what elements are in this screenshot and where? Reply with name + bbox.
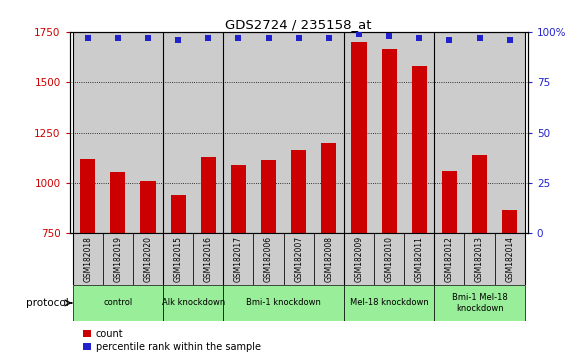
- Text: GSM182008: GSM182008: [324, 236, 334, 282]
- Point: [385, 33, 394, 39]
- Bar: [72, 285, 163, 321]
- Text: protocol: protocol: [26, 298, 68, 308]
- Text: GSM182011: GSM182011: [415, 236, 424, 282]
- Point: [505, 37, 514, 43]
- Bar: [253, 32, 284, 233]
- Bar: [382, 49, 397, 233]
- Bar: [72, 233, 103, 285]
- Bar: [291, 150, 306, 233]
- Text: GSM182019: GSM182019: [113, 236, 122, 282]
- Bar: [321, 143, 336, 233]
- Point: [415, 35, 424, 41]
- Bar: [314, 32, 344, 233]
- Bar: [434, 233, 465, 285]
- Text: GSM182013: GSM182013: [475, 236, 484, 282]
- Bar: [163, 285, 223, 321]
- Bar: [193, 32, 223, 233]
- Bar: [284, 233, 314, 285]
- Text: Mel-18 knockdown: Mel-18 knockdown: [350, 298, 429, 308]
- Bar: [374, 233, 404, 285]
- Point: [234, 35, 243, 41]
- Text: Alk knockdown: Alk knockdown: [162, 298, 225, 308]
- Bar: [434, 32, 465, 233]
- Bar: [171, 195, 186, 233]
- Bar: [502, 210, 517, 233]
- Bar: [495, 32, 525, 233]
- Bar: [231, 165, 246, 233]
- Bar: [80, 159, 95, 233]
- Text: GSM182016: GSM182016: [204, 236, 213, 282]
- Bar: [351, 42, 367, 233]
- Bar: [133, 233, 163, 285]
- Bar: [163, 32, 193, 233]
- Bar: [201, 157, 216, 233]
- Text: GSM182018: GSM182018: [83, 236, 92, 282]
- Bar: [163, 233, 193, 285]
- Point: [143, 35, 153, 41]
- Bar: [140, 181, 155, 233]
- Bar: [223, 285, 344, 321]
- Text: GSM182007: GSM182007: [294, 236, 303, 282]
- Bar: [472, 155, 487, 233]
- Text: GSM182012: GSM182012: [445, 236, 454, 282]
- Point: [324, 35, 334, 41]
- Point: [445, 37, 454, 43]
- Bar: [223, 233, 253, 285]
- Bar: [261, 160, 276, 233]
- Bar: [404, 233, 434, 285]
- Bar: [284, 32, 314, 233]
- Bar: [72, 32, 103, 233]
- Bar: [110, 172, 125, 233]
- Bar: [103, 32, 133, 233]
- Bar: [404, 32, 434, 233]
- Title: GDS2724 / 235158_at: GDS2724 / 235158_at: [226, 18, 372, 31]
- Bar: [223, 32, 253, 233]
- Point: [173, 37, 183, 43]
- Point: [264, 35, 273, 41]
- Point: [113, 35, 122, 41]
- Bar: [344, 32, 374, 233]
- Bar: [374, 32, 404, 233]
- Bar: [103, 233, 133, 285]
- Text: GSM182020: GSM182020: [143, 236, 153, 282]
- Text: control: control: [103, 298, 132, 308]
- Bar: [495, 233, 525, 285]
- Text: GSM182017: GSM182017: [234, 236, 243, 282]
- Bar: [344, 285, 434, 321]
- Text: GSM182006: GSM182006: [264, 236, 273, 282]
- Bar: [465, 233, 495, 285]
- Bar: [434, 285, 525, 321]
- Point: [294, 35, 303, 41]
- Bar: [314, 233, 344, 285]
- Text: Bmi-1 knockdown: Bmi-1 knockdown: [246, 298, 321, 308]
- Bar: [442, 171, 457, 233]
- Point: [204, 35, 213, 41]
- Text: GSM182009: GSM182009: [354, 236, 364, 282]
- Legend: count, percentile rank within the sample: count, percentile rank within the sample: [79, 325, 264, 354]
- Bar: [465, 32, 495, 233]
- Text: GSM182014: GSM182014: [505, 236, 514, 282]
- Point: [475, 35, 484, 41]
- Bar: [412, 66, 427, 233]
- Bar: [193, 233, 223, 285]
- Text: Bmi-1 Mel-18
knockdown: Bmi-1 Mel-18 knockdown: [452, 293, 508, 313]
- Bar: [133, 32, 163, 233]
- Point: [83, 35, 92, 41]
- Point: [354, 31, 364, 37]
- Text: GSM182015: GSM182015: [173, 236, 183, 282]
- Text: GSM182010: GSM182010: [385, 236, 394, 282]
- Bar: [344, 233, 374, 285]
- Bar: [253, 233, 284, 285]
